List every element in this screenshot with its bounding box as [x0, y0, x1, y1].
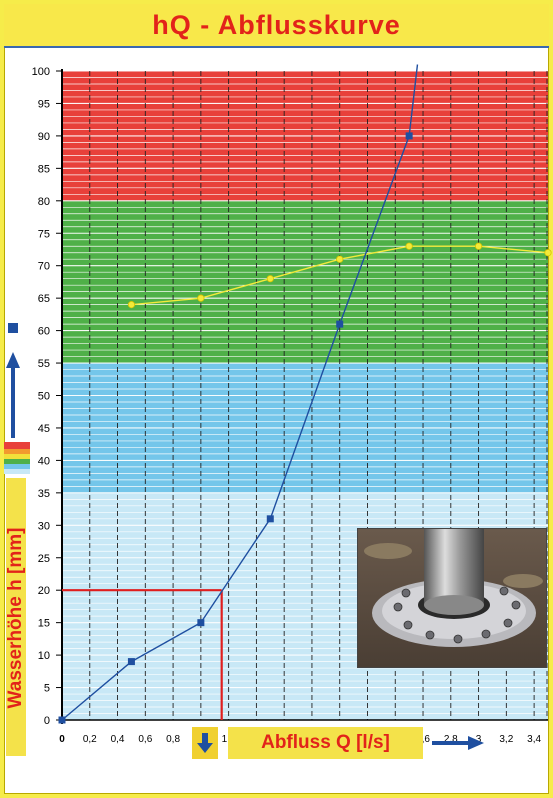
series-blue-point: [127, 658, 135, 666]
y-tick-label: 35: [38, 488, 50, 500]
series-yellow-point: [266, 275, 274, 283]
series-yellow-point: [405, 242, 413, 250]
level-indicator-square: [8, 323, 18, 333]
y-tick-label: 95: [38, 98, 50, 110]
level-bar-blue: [4, 464, 30, 469]
y-tick-label: 15: [38, 618, 50, 630]
series-blue-point: [197, 619, 205, 627]
x-tick-label: 0,6: [138, 734, 152, 745]
y-tick-label: 25: [38, 553, 50, 565]
product-photo: [357, 528, 547, 668]
y-tick-label: 75: [38, 228, 50, 240]
series-yellow-point: [544, 249, 552, 257]
axis-layer: [61, 69, 548, 724]
level-bar-yellow: [4, 454, 30, 459]
x-tick-label: 3,4: [527, 734, 541, 745]
series-layer: [58, 64, 552, 724]
down-arrow-icon: [197, 733, 213, 753]
y-tick-label: 45: [38, 423, 50, 435]
y-tick-label: 100: [32, 66, 50, 78]
x-tick-label: 3,2: [499, 734, 513, 745]
y-tick-label: 70: [38, 261, 50, 273]
level-indicator: [4, 323, 30, 474]
series-blue-point: [336, 320, 344, 328]
y-tick-label: 65: [38, 293, 50, 305]
series-yellow-point: [127, 301, 136, 309]
series-yellow-point: [197, 294, 205, 302]
y-tick-label: 20: [38, 585, 50, 597]
x-tick-label: 0,2: [83, 734, 97, 745]
y-tick-label: 0: [44, 715, 50, 727]
series-blue-point: [405, 132, 413, 140]
x-axis-label-box: Abfluss Q [l/s]: [228, 727, 423, 759]
x-tick-label: 0,8: [166, 734, 180, 745]
down-arrow-box: [192, 727, 218, 759]
x-tick-label: 0,4: [111, 734, 125, 745]
right-arrow-icon: [432, 736, 484, 750]
x-tick-label: 0: [59, 734, 65, 745]
x-tick-label: 3: [476, 734, 482, 745]
level-bar-lightblue: [4, 469, 30, 474]
y-tick-label: 5: [44, 683, 50, 695]
y-tick-label: 40: [38, 455, 50, 467]
level-bar-green: [4, 459, 30, 464]
y-tick-label: 60: [38, 326, 50, 338]
y-axis-label: Wasserhöhe h [mm]: [5, 527, 26, 709]
level-bar-red: [4, 442, 30, 449]
level-bar-orange: [4, 449, 30, 454]
header-bar: hQ - Abflusskurve: [4, 4, 549, 48]
y-tick-label: 10: [38, 650, 50, 662]
series-yellow-point: [336, 255, 344, 263]
series-yellow-point: [474, 242, 483, 250]
series-blue-point: [266, 515, 274, 523]
y-tick-label: 85: [38, 163, 50, 175]
y-tick-label: 50: [38, 391, 50, 403]
y-axis-label-box: [6, 478, 26, 756]
up-arrow-icon: [6, 352, 20, 368]
y-tick-label: 80: [38, 196, 50, 208]
x-axis-label: Abfluss Q [l/s]: [261, 732, 390, 753]
chart-title: hQ - Abflusskurve: [152, 9, 401, 40]
reference-layer: [62, 589, 223, 720]
x-tick-label: 2,6: [416, 734, 430, 745]
y-tick-label: 55: [38, 358, 50, 370]
y-tick-label: 90: [38, 131, 50, 143]
x-tick-label: 2,8: [444, 734, 458, 745]
zone-green: [62, 200, 548, 364]
series-blue-point: [58, 716, 66, 724]
y-tick-label: 30: [38, 520, 50, 532]
